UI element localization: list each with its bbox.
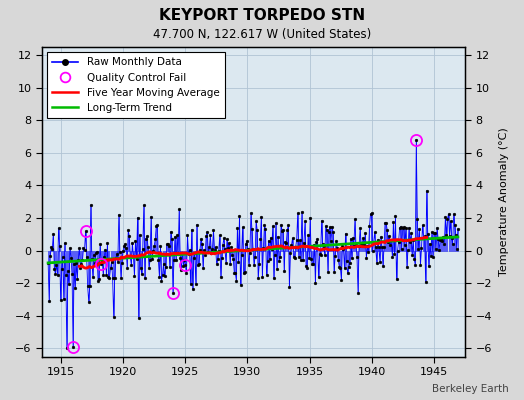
Long-Term Trend <box>455 234 461 239</box>
Raw Monthly Data <box>244 239 250 244</box>
Five Year Moving Average <box>155 251 161 256</box>
Line: Raw Monthly Data: Raw Monthly Data <box>47 138 459 350</box>
Raw Monthly Data <box>402 242 408 247</box>
Line: Five Year Moving Average: Five Year Moving Average <box>79 237 427 268</box>
Raw Monthly Data <box>368 211 375 216</box>
Long-Term Trend <box>401 238 407 243</box>
Raw Monthly Data <box>226 241 232 246</box>
Five Year Moving Average <box>82 266 89 270</box>
Five Year Moving Average <box>77 264 83 269</box>
Long-Term Trend <box>45 260 51 265</box>
Raw Monthly Data <box>45 260 51 265</box>
Quality Control Fail <box>170 290 176 295</box>
Five Year Moving Average <box>423 235 430 240</box>
Raw Monthly Data <box>455 226 461 231</box>
Quality Control Fail <box>98 261 104 266</box>
Long-Term Trend <box>225 249 231 254</box>
Line: Long-Term Trend: Long-Term Trend <box>48 237 458 263</box>
Five Year Moving Average <box>294 246 301 250</box>
Text: KEYPORT TORPEDO STN: KEYPORT TORPEDO STN <box>159 8 365 23</box>
Long-Term Trend <box>113 256 119 261</box>
Quality Control Fail <box>413 138 419 142</box>
Raw Monthly Data <box>413 138 419 142</box>
Five Year Moving Average <box>362 244 368 249</box>
Quality Control Fail <box>182 263 189 268</box>
Five Year Moving Average <box>421 235 428 240</box>
Quality Control Fail <box>70 344 77 349</box>
Long-Term Trend <box>243 248 249 253</box>
Legend: Raw Monthly Data, Quality Control Fail, Five Year Moving Average, Long-Term Tren: Raw Monthly Data, Quality Control Fail, … <box>47 52 225 118</box>
Five Year Moving Average <box>76 264 82 269</box>
Raw Monthly Data <box>57 244 63 249</box>
Y-axis label: Temperature Anomaly (°C): Temperature Anomaly (°C) <box>499 128 509 276</box>
Text: 47.700 N, 122.617 W (United States): 47.700 N, 122.617 W (United States) <box>153 28 371 41</box>
Raw Monthly Data <box>114 252 120 256</box>
Five Year Moving Average <box>318 248 324 252</box>
Raw Monthly Data <box>64 346 70 351</box>
Quality Control Fail <box>82 229 89 234</box>
Text: Berkeley Earth: Berkeley Earth <box>432 384 508 394</box>
Five Year Moving Average <box>107 258 114 262</box>
Long-Term Trend <box>367 240 374 245</box>
Line: Quality Control Fail: Quality Control Fail <box>68 134 422 352</box>
Long-Term Trend <box>57 260 63 264</box>
